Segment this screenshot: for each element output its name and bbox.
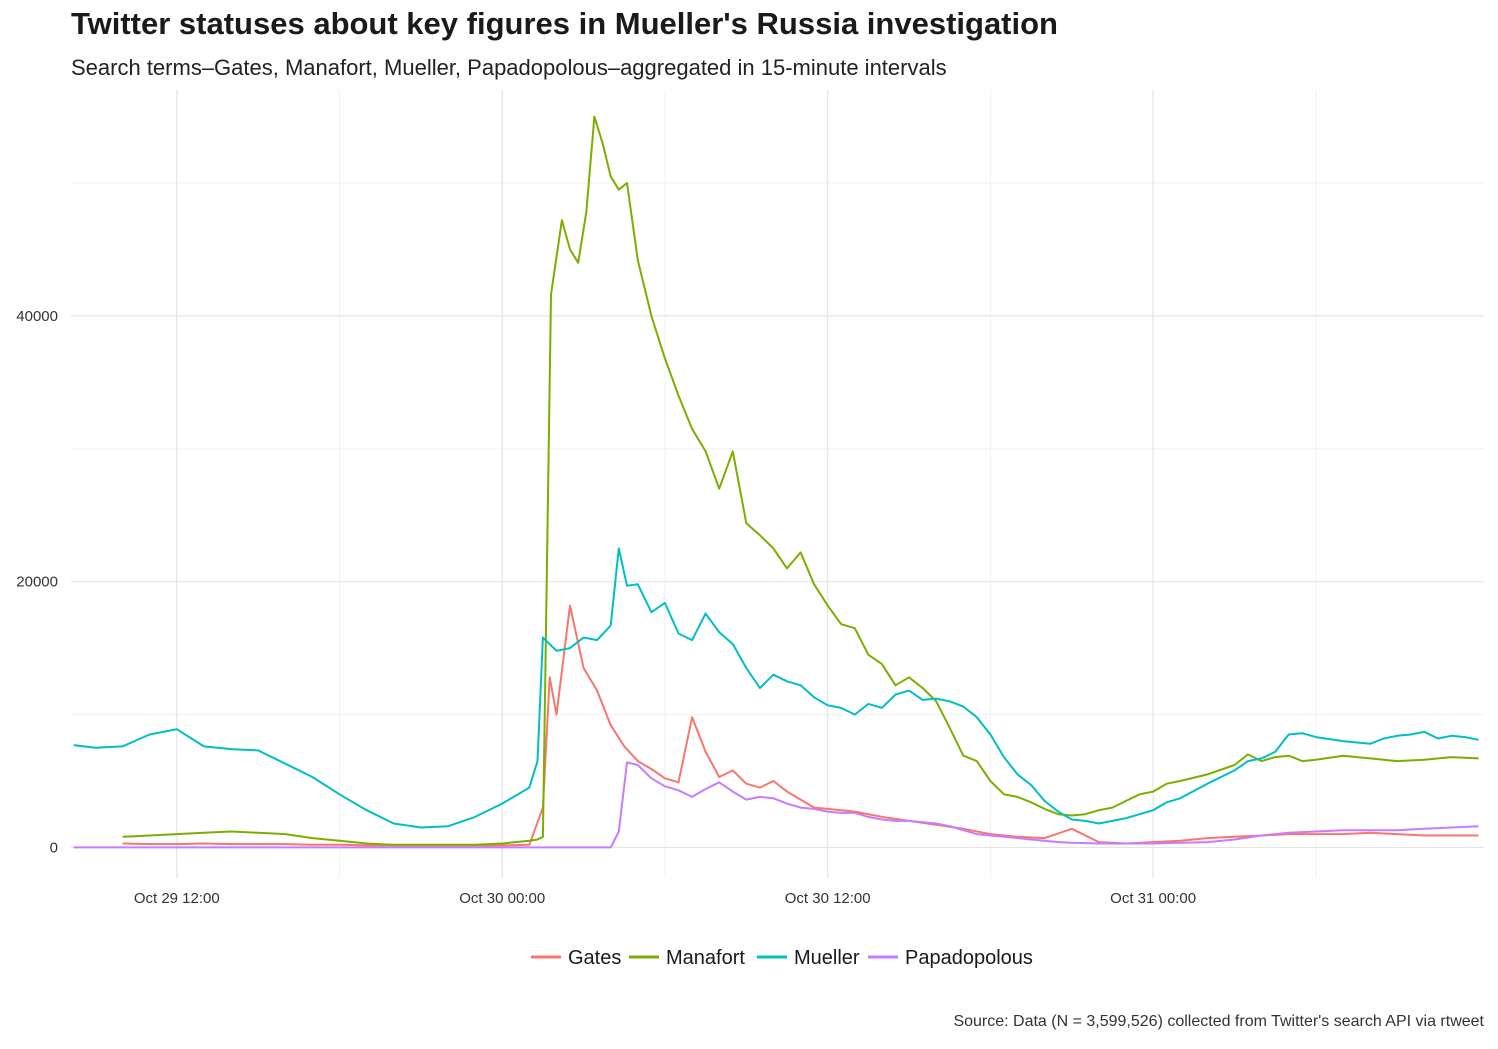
series-lines <box>73 115 1479 849</box>
chart-subtitle: Search terms–Gates, Manafort, Mueller, P… <box>71 55 947 80</box>
legend-label: Mueller <box>794 947 860 969</box>
x-axis-tick-labels: Oct 29 12:00 Oct 30 00:00 Oct 30 12:00 Oct … <box>134 890 1196 907</box>
legend-label: Manafort <box>666 947 745 969</box>
y-tick-label: 20000 <box>16 574 58 591</box>
y-tick-label: 0 <box>50 839 58 856</box>
chart-caption: Source: Data (N = 3,599,526) collected f… <box>953 1013 1484 1030</box>
legend-label: Gates <box>568 947 621 969</box>
chart-title: Twitter statuses about key figures in Mu… <box>71 6 1058 41</box>
series-line-mueller <box>73 547 1479 829</box>
grid-lines <box>71 90 1484 878</box>
x-tick-label: Oct 30 12:00 <box>785 890 871 907</box>
y-tick-label: 40000 <box>16 308 58 325</box>
series-line-gates <box>122 604 1479 847</box>
legend-label: Papadopolous <box>905 947 1033 969</box>
series-line-manafort <box>122 115 1479 846</box>
y-axis-tick-labels: 0 20000 40000 <box>16 308 58 857</box>
legend: Gates Manafort Mueller Papadopolous <box>531 947 1033 969</box>
x-tick-label: Oct 29 12:00 <box>134 890 220 907</box>
x-tick-label: Oct 31 00:00 <box>1110 890 1196 907</box>
series-line-papadopolous <box>73 761 1479 849</box>
x-tick-label: Oct 30 00:00 <box>459 890 545 907</box>
